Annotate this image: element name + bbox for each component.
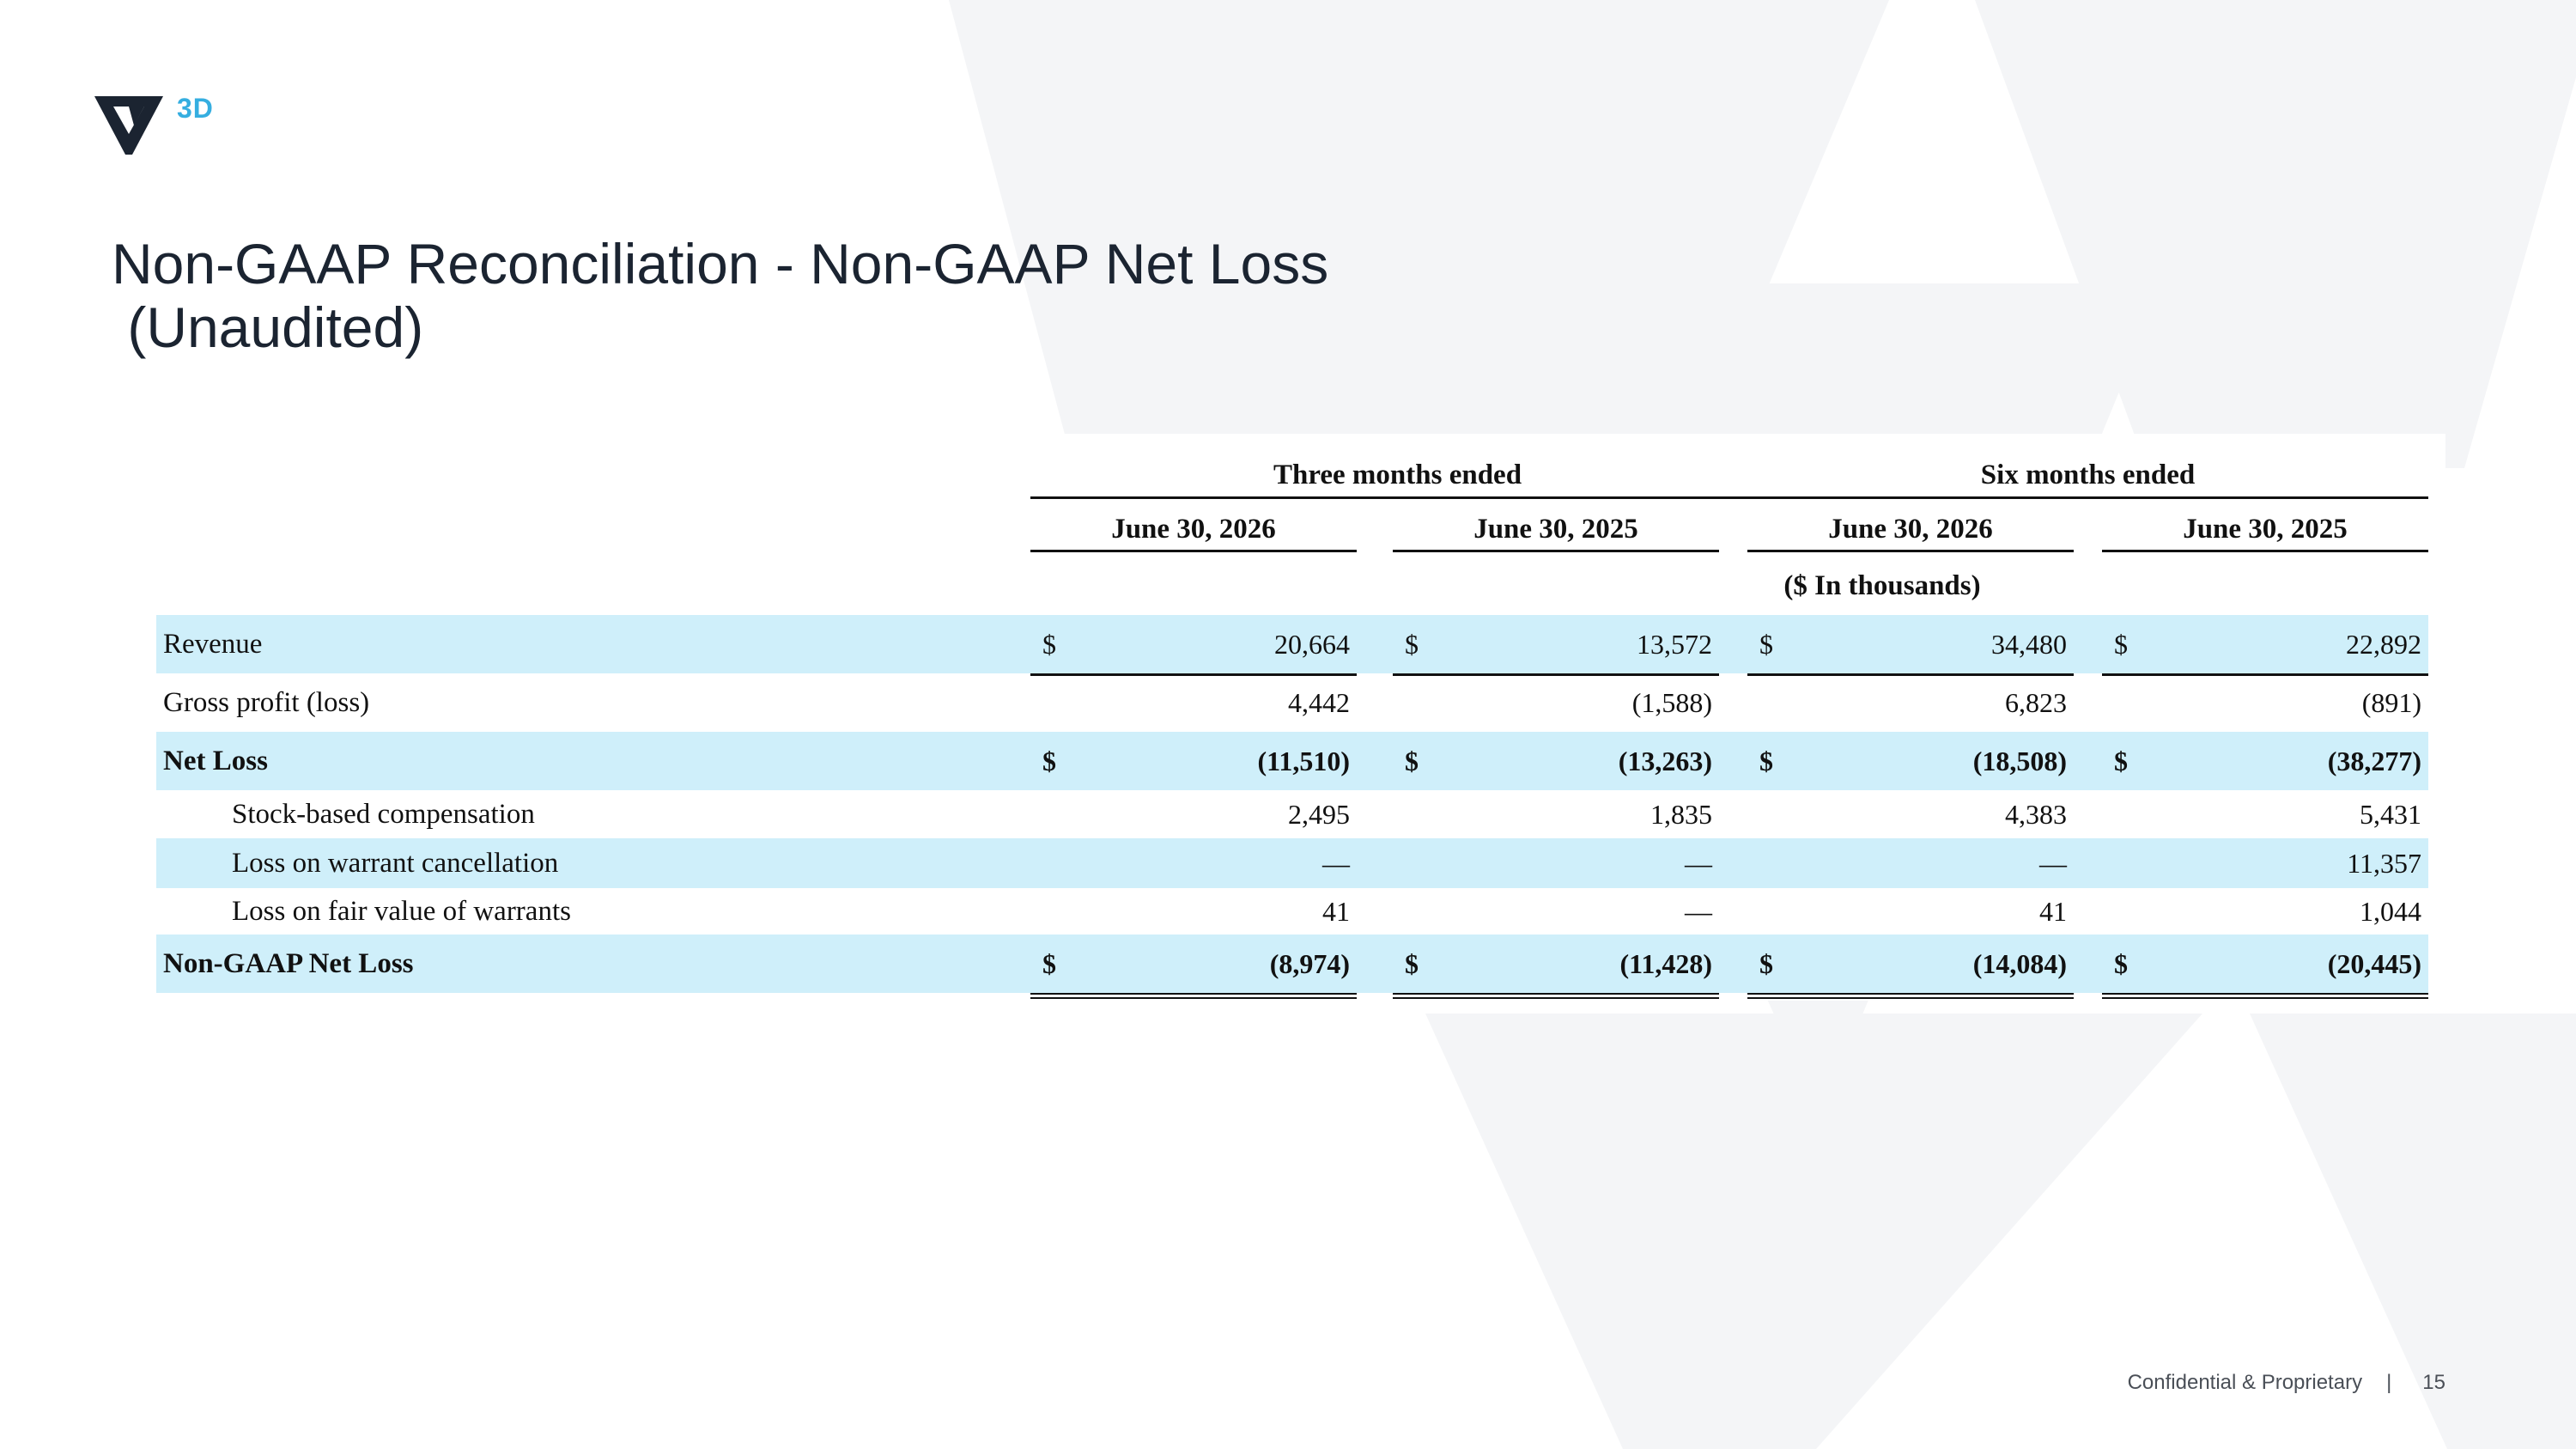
- cell-value: (18,508): [1972, 746, 2067, 776]
- value-cell: 4,383: [1747, 790, 2074, 838]
- value-cell: 4,442: [1030, 673, 1357, 734]
- value-cell: —: [1393, 888, 1719, 937]
- value-cell: $20,664: [1030, 615, 1357, 676]
- currency-symbol: $: [1405, 629, 1419, 660]
- cell-value: (11,510): [1257, 746, 1350, 776]
- currency-symbol: $: [1042, 629, 1056, 660]
- currency-symbol: $: [1759, 948, 1773, 979]
- value-cell: $ (13,263): [1393, 732, 1719, 790]
- cell-value: 6,823: [2005, 687, 2067, 718]
- cell-value: (38,277): [2327, 746, 2421, 776]
- table-row: Stock-based compensation 2,495 1,835 4,383 5…: [156, 790, 2428, 838]
- cell-value: (8,974): [1269, 948, 1350, 979]
- confidential-label: Confidential & Proprietary: [2127, 1371, 2363, 1394]
- value-cell: —: [1030, 838, 1357, 888]
- cell-value: —: [1685, 896, 1712, 927]
- table-panel: [155, 434, 2445, 1001]
- cell-value: (20,445): [2327, 948, 2421, 979]
- currency-symbol: $: [1405, 948, 1419, 979]
- currency-symbol: $: [2114, 948, 2128, 979]
- value-cell: 1,044: [2102, 888, 2428, 937]
- cell-value: —: [1322, 848, 1350, 879]
- page-number: 15: [2422, 1371, 2445, 1394]
- value-cell: 6,823: [1747, 673, 2074, 734]
- row-label: Loss on fair value of warrants: [232, 896, 571, 927]
- cell-value: (14,084): [1972, 948, 2067, 979]
- value-cell: 11,357: [2102, 838, 2428, 888]
- cell-value: 5,431: [2360, 799, 2421, 830]
- currency-symbol: $: [1759, 629, 1773, 660]
- value-cell: $22,892: [2102, 615, 2428, 676]
- cell-value: —: [2039, 848, 2067, 879]
- logo-3d-text: 3D: [177, 93, 214, 124]
- cell-value: 2,495: [1288, 799, 1350, 830]
- cell-value: 11,357: [2347, 848, 2421, 879]
- column-header: June 30, 2025: [2102, 507, 2428, 552]
- units-note: ($ In thousands): [1783, 570, 1981, 601]
- v-logo-icon: [94, 96, 163, 155]
- value-cell: —: [1747, 838, 2074, 888]
- page-title: Non-GAAP Reconciliation - Non-GAAP Net L…: [112, 232, 1328, 359]
- value-cell: $13,572: [1393, 615, 1719, 676]
- table-row: Net Loss $ (11,510) $ (13,263) $ (18,508) $ (38,…: [156, 732, 2428, 790]
- table-row: Non-GAAP Net Loss $ (8,974) $ (11,428) $ (14,0…: [156, 935, 2428, 999]
- value-cell: $ (18,508): [1747, 732, 2074, 790]
- value-cell: $ (20,445): [2102, 935, 2428, 999]
- cell-value: 13,572: [1637, 629, 1712, 660]
- cell-value: 41: [1322, 896, 1350, 927]
- table-row: Revenue $20,664 $13,572 $34,480 $22,892: [156, 615, 2428, 676]
- cell-value: 4,383: [2005, 799, 2067, 830]
- value-cell: 5,431: [2102, 790, 2428, 838]
- footer-separator: |: [2386, 1371, 2392, 1394]
- cell-value: 34,480: [1991, 629, 2067, 660]
- table-row: Loss on warrant cancellation — — — 11,357: [156, 838, 2428, 888]
- value-cell: $ (11,510): [1030, 732, 1357, 790]
- cell-value: (13,263): [1618, 746, 1712, 776]
- cell-value: (1,588): [1631, 687, 1712, 718]
- column-header: June 30, 2026: [1747, 507, 2074, 552]
- value-cell: $ (11,428): [1393, 935, 1719, 999]
- value-cell: 2,495: [1030, 790, 1357, 838]
- column-header: June 30, 2025: [1393, 507, 1719, 552]
- column-header: June 30, 2026: [1030, 507, 1357, 552]
- row-label: Revenue: [163, 629, 263, 660]
- row-label: Loss on warrant cancellation: [232, 848, 559, 879]
- currency-symbol: $: [2114, 746, 2128, 776]
- currency-symbol: $: [1759, 746, 1773, 776]
- value-cell: $ (14,084): [1747, 935, 2074, 999]
- value-cell: (891): [2102, 673, 2428, 734]
- title-line-1: Non-GAAP Reconciliation - Non-GAAP Net L…: [112, 232, 1329, 295]
- table-row: Gross profit (loss) 4,442 (1,588) 6,823 (891…: [156, 673, 2428, 734]
- currency-symbol: $: [1042, 948, 1056, 979]
- group-header-three-months: Three months ended: [1030, 454, 1765, 499]
- currency-symbol: $: [1042, 746, 1056, 776]
- value-cell: 1,835: [1393, 790, 1719, 838]
- row-label: Stock-based compensation: [232, 799, 535, 830]
- cell-value: —: [1685, 848, 1712, 879]
- footer: Confidential & Proprietary | 15: [2128, 1371, 2445, 1395]
- row-label: Gross profit (loss): [163, 687, 370, 718]
- value-cell: 41: [1747, 888, 2074, 937]
- row-label: Net Loss: [163, 746, 268, 776]
- group-header-six-months: Six months ended: [1747, 454, 2428, 499]
- table-row: Loss on fair value of warrants 41 — 41 1,044: [156, 888, 2428, 937]
- cell-value: 1,044: [2360, 896, 2421, 927]
- value-cell: (1,588): [1393, 673, 1719, 734]
- value-cell: 41: [1030, 888, 1357, 937]
- currency-symbol: $: [2114, 629, 2128, 660]
- title-line-2: (Unaudited): [112, 295, 424, 359]
- cell-value: 41: [2039, 896, 2067, 927]
- value-cell: $34,480: [1747, 615, 2074, 676]
- row-label: Non-GAAP Net Loss: [163, 948, 414, 979]
- cell-value: 1,835: [1650, 799, 1712, 830]
- cell-value: (891): [2361, 687, 2421, 718]
- cell-value: 20,664: [1274, 629, 1350, 660]
- cell-value: 22,892: [2346, 629, 2421, 660]
- currency-symbol: $: [1405, 746, 1419, 776]
- value-cell: $ (38,277): [2102, 732, 2428, 790]
- value-cell: $ (8,974): [1030, 935, 1357, 999]
- cell-value: 4,442: [1288, 687, 1350, 718]
- value-cell: —: [1393, 838, 1719, 888]
- cell-value: (11,428): [1619, 948, 1712, 979]
